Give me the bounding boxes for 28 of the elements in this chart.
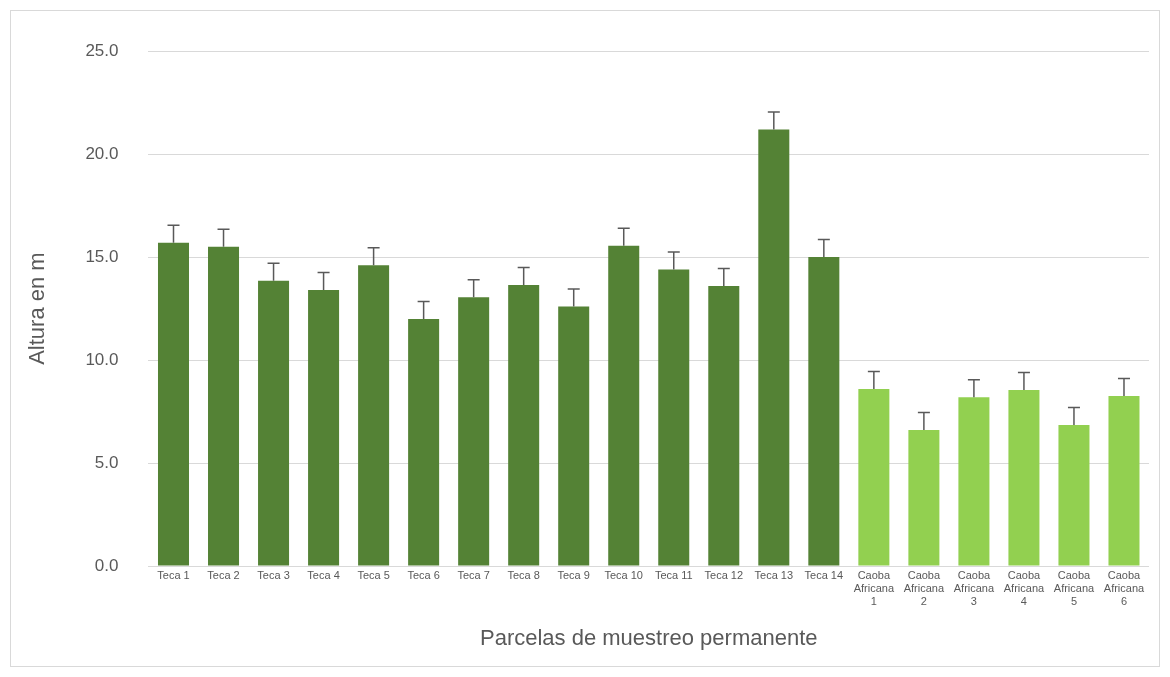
- x-tick-label: Caoba Africana 6: [1103, 568, 1146, 608]
- y-tick-label: 20.0: [85, 143, 119, 163]
- x-tick-label: Teca 4: [307, 568, 340, 581]
- y-tick-label: 10.0: [85, 349, 119, 369]
- x-tick-label: Teca 10: [604, 568, 643, 581]
- x-tick-label: Caoba Africana 2: [903, 568, 945, 608]
- x-tick-label: Caoba Africana 3: [953, 568, 995, 608]
- x-tick-label: Teca 7: [457, 568, 490, 581]
- x-tick-label: Caoba Africana 5: [1053, 568, 1096, 608]
- x-tick-label: Teca 2: [207, 568, 240, 581]
- x-tick-label: Teca 12: [704, 568, 744, 581]
- x-tick-label: Caoba Africana 1: [853, 568, 895, 608]
- x-tick-label: Teca 9: [557, 568, 590, 581]
- y-tick-label: 5.0: [94, 452, 119, 472]
- x-tick-label: Teca 6: [407, 568, 440, 581]
- x-tick-label: Caoba Africana 4: [1003, 568, 1045, 608]
- x-tick-label: Teca 11: [654, 568, 693, 581]
- x-tick-label: Teca 13: [754, 568, 794, 581]
- y-axis-title: Altura en m: [24, 252, 50, 365]
- x-tick-label: Teca 5: [357, 568, 390, 581]
- y-tick-label: 0.0: [94, 555, 119, 575]
- x-tick-label: Teca 14: [804, 568, 844, 581]
- x-axis-title: Parcelas de muestreo permanente: [479, 624, 818, 650]
- y-tick-label: 15.0: [85, 246, 119, 266]
- x-tick-label: Teca 3: [257, 568, 290, 581]
- x-tick-label: Teca 8: [507, 568, 540, 581]
- y-tick-label: 25.0: [85, 40, 119, 60]
- x-tick-label: Teca 1: [157, 568, 190, 581]
